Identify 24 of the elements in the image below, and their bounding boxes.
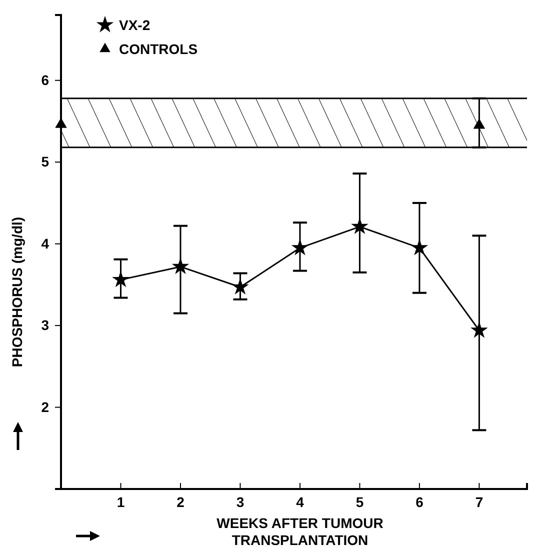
x-tick-label: 7 xyxy=(475,494,484,510)
x-tick-label: 6 xyxy=(416,494,424,510)
x-tick-label: 1 xyxy=(116,494,125,510)
point xyxy=(472,323,486,337)
point xyxy=(173,259,188,273)
legend-label: VX-2 xyxy=(119,17,150,33)
point xyxy=(292,240,308,254)
point xyxy=(114,272,128,286)
y-tick-label: 3 xyxy=(41,317,50,334)
x-tick-label: 2 xyxy=(176,494,185,510)
y-axis-title: PHOSPHORUS (mg/dl) xyxy=(9,216,25,368)
y-tick-label: 5 xyxy=(41,154,50,170)
y-tick-label: 4 xyxy=(41,235,50,252)
x-tick-label: 5 xyxy=(356,494,364,510)
legend-label: CONTROLS xyxy=(119,41,198,57)
y-tick-label: 2 xyxy=(41,398,50,415)
x-axis-title: WEEKS AFTER TUMOUR TRANSPLANTATION xyxy=(216,515,384,548)
x-tick-label: 3 xyxy=(236,494,244,510)
x-tick-label: 4 xyxy=(296,494,304,510)
y-tick-label: 6 xyxy=(41,72,50,88)
point xyxy=(352,219,367,233)
point xyxy=(233,280,248,294)
point xyxy=(473,118,486,129)
point xyxy=(412,240,427,254)
